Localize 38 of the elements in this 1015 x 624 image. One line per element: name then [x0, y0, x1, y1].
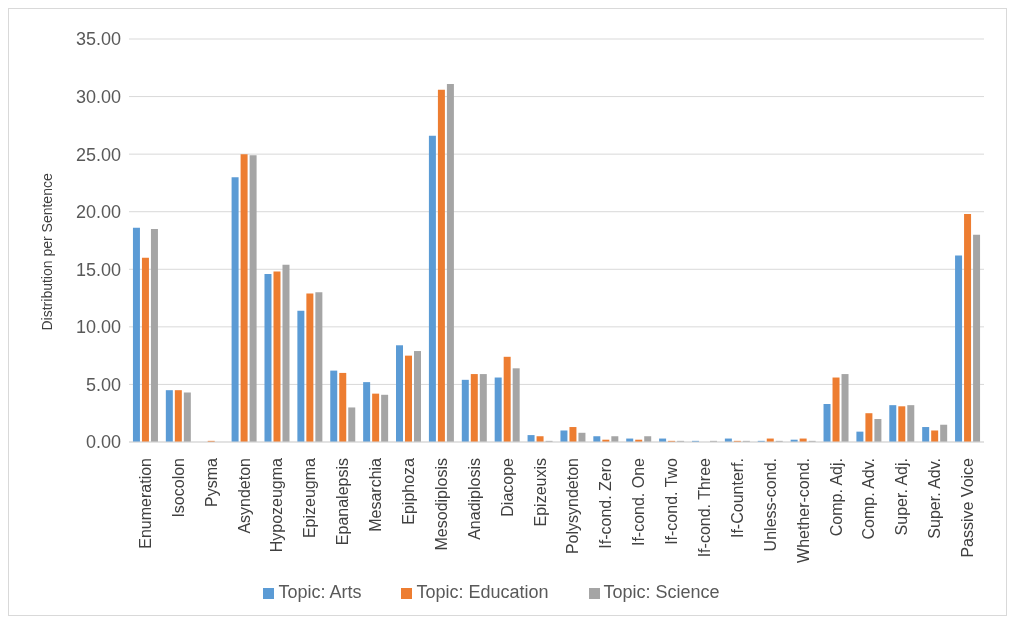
x-tick-label: If-cond. Three: [695, 457, 713, 558]
x-tick-label: Pysma: [202, 457, 220, 507]
legend-label: Topic: Science: [603, 582, 720, 602]
y-tick-label: 10.00: [75, 317, 121, 338]
x-tick-label: Hypozeugma: [268, 457, 286, 553]
x-tick-label: Epizeugma: [301, 457, 319, 539]
x-tick-label: Epiphoza: [400, 457, 418, 525]
x-tick-label: Enumeration: [136, 458, 154, 549]
y-tick-label: 25.00: [75, 144, 121, 165]
y-tick-label: 5.00: [85, 374, 121, 395]
x-tick-label: If-cond. Zero: [597, 457, 615, 549]
x-tick-label: Asyndeton: [235, 458, 253, 534]
x-tick-label: Unless-cond.: [761, 458, 779, 552]
y-tick-label: 35.00: [75, 29, 121, 50]
x-tick-label: Epanalepsis: [334, 458, 352, 546]
x-tick-label: Whether-cond.: [794, 458, 812, 563]
x-tick-label: Diacope: [498, 457, 516, 517]
legend-label: Topic: Education: [416, 582, 549, 602]
x-tick-label: Anadiplosis: [465, 458, 483, 540]
x-tick-label: If-cond. Two: [663, 457, 681, 545]
x-tick-label: Super. Adv.: [926, 458, 944, 539]
x-tick-label: Isocolon: [169, 458, 187, 518]
x-tick-label: Epizeuxis: [531, 458, 549, 527]
legend-label: Topic: Arts: [278, 582, 362, 602]
y-tick-label: 0.00: [85, 432, 121, 453]
x-tick-label: Comp. Adv.: [860, 458, 878, 540]
x-tick-label: Passive Voice: [959, 457, 977, 558]
y-tick-label: 20.00: [75, 202, 121, 223]
x-tick-label: Polysyndeton: [564, 458, 582, 555]
x-tick-label: Mesarchia: [367, 457, 385, 532]
x-tick-label: If-Counterf.: [728, 458, 746, 539]
y-tick-label: 15.00: [75, 259, 121, 280]
x-tick-label: If-cond. One: [630, 457, 648, 547]
x-tick-label: Mesodiplosis: [432, 458, 450, 551]
y-tick-label: 30.00: [75, 86, 121, 107]
x-tick-label: Super. Adj.: [893, 458, 911, 536]
x-tick-label: Comp. Adj.: [827, 458, 845, 537]
y-axis-title: Distribution per Sentence: [38, 173, 55, 331]
